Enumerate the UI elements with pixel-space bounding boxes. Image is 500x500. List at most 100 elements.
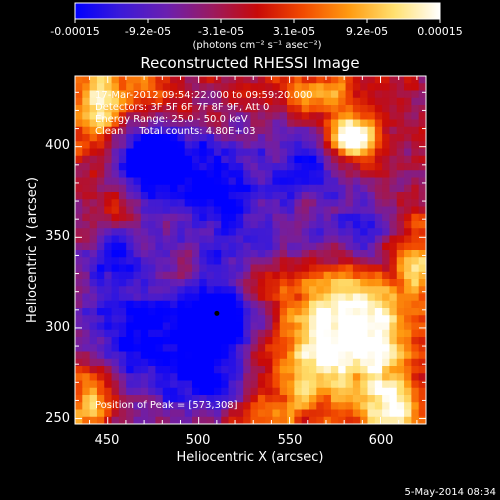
heatmap-cell: [323, 242, 332, 251]
heatmap-cell: [184, 366, 193, 374]
heatmap-cell: [338, 264, 347, 273]
heatmap-cell: [140, 163, 149, 171]
heatmap-cell: [148, 192, 157, 200]
heatmap-cell: [228, 163, 237, 171]
heatmap-cell: [360, 141, 369, 150]
heatmap-cell: [396, 134, 405, 142]
heatmap-cell: [221, 337, 230, 345]
heatmap-cell: [309, 416, 317, 424]
heatmap-cell: [228, 315, 237, 324]
heatmap-cell: [360, 286, 369, 295]
heatmap-cell: [170, 380, 178, 389]
heatmap-cell: [199, 163, 208, 171]
x-tick-450: 450: [95, 433, 120, 448]
heatmap-cell: [389, 293, 398, 302]
heatmap-cell: [155, 155, 164, 164]
heatmap-cell: [418, 409, 426, 418]
heatmap-cell: [367, 264, 376, 273]
heatmap-cell: [126, 199, 135, 208]
heatmap-cell: [148, 177, 157, 186]
heatmap-cell: [184, 358, 193, 367]
heatmap-cell: [118, 134, 127, 142]
heatmap-cell: [104, 351, 113, 360]
heatmap-cell: [177, 155, 186, 164]
heatmap-cell: [104, 163, 113, 171]
heatmap-cell: [213, 300, 222, 309]
heatmap-cell: [374, 257, 383, 266]
heatmap-cell: [257, 105, 266, 113]
heatmap-cell: [75, 228, 83, 237]
heatmap-cell: [140, 235, 149, 244]
heatmap-cell: [374, 235, 383, 244]
heatmap-cell: [316, 293, 325, 302]
heatmap-cell: [323, 286, 332, 295]
heatmap-cell: [250, 358, 259, 367]
heatmap-cell: [75, 351, 83, 360]
heatmap-cell: [367, 90, 376, 99]
heatmap-cell: [126, 351, 135, 360]
heatmap-cell: [316, 387, 325, 396]
heatmap-cell: [82, 83, 91, 92]
heatmap-cell: [213, 199, 222, 208]
heatmap-cell: [228, 322, 237, 331]
heatmap-cell: [287, 271, 295, 280]
heatmap-cell: [316, 337, 325, 345]
heatmap-cell: [411, 134, 420, 142]
heatmap-cell: [213, 329, 222, 338]
heatmap-cell: [104, 409, 113, 418]
heatmap-cell: [287, 177, 295, 186]
heatmap-cell: [235, 126, 244, 135]
heatmap-cell: [148, 373, 157, 382]
heatmap-cell: [389, 112, 398, 121]
heatmap-cell: [301, 221, 310, 229]
heatmap-cell: [75, 199, 83, 208]
heatmap-cell: [199, 235, 208, 244]
heatmap-cell: [184, 271, 193, 280]
heatmap-cell: [301, 126, 310, 135]
heatmap-cell: [126, 221, 135, 229]
heatmap-cell: [294, 112, 303, 121]
heatmap-cell: [243, 184, 252, 193]
heatmap-cell: [265, 134, 274, 142]
heatmap-cell: [250, 351, 259, 360]
heatmap-cell: [184, 206, 193, 215]
heatmap-cell: [250, 97, 259, 106]
heatmap-cell: [162, 90, 171, 99]
heatmap-cell: [257, 112, 266, 121]
heatmap-cell: [221, 373, 230, 382]
heatmap-cell: [411, 206, 420, 215]
heatmap-cell: [96, 170, 105, 179]
heatmap-cell: [418, 329, 426, 338]
heatmap-cell: [418, 235, 426, 244]
heatmap-cell: [140, 76, 149, 84]
heatmap-cell: [367, 250, 376, 258]
heatmap-cell: [206, 329, 215, 338]
heatmap-cell: [250, 112, 259, 121]
heatmap-cell: [228, 286, 237, 295]
heatmap-cell: [389, 134, 398, 142]
heatmap-cell: [265, 286, 274, 295]
heatmap-cell: [382, 192, 391, 200]
heatmap-cell: [184, 126, 193, 135]
heatmap-cell: [104, 119, 113, 128]
heatmap-cell: [316, 126, 325, 135]
heatmap-cell: [389, 395, 398, 403]
heatmap-cell: [133, 155, 142, 164]
heatmap-cell: [243, 163, 252, 171]
heatmap-cell: [177, 235, 186, 244]
heatmap-cell: [279, 264, 288, 273]
heatmap-cell: [360, 242, 369, 251]
heatmap-cell: [323, 395, 332, 403]
heatmap-cell: [287, 257, 295, 266]
heatmap-cell: [294, 228, 303, 237]
heatmap-cell: [170, 271, 178, 280]
heatmap-cell: [338, 409, 347, 418]
heatmap-cell: [184, 402, 193, 411]
heatmap-cell: [323, 155, 332, 164]
heatmap-cell: [323, 402, 332, 411]
heatmap-cell: [82, 134, 91, 142]
heatmap-cell: [118, 213, 127, 222]
heatmap-cell: [287, 279, 295, 287]
heatmap-cell: [155, 293, 164, 302]
heatmap-cell: [82, 192, 91, 200]
